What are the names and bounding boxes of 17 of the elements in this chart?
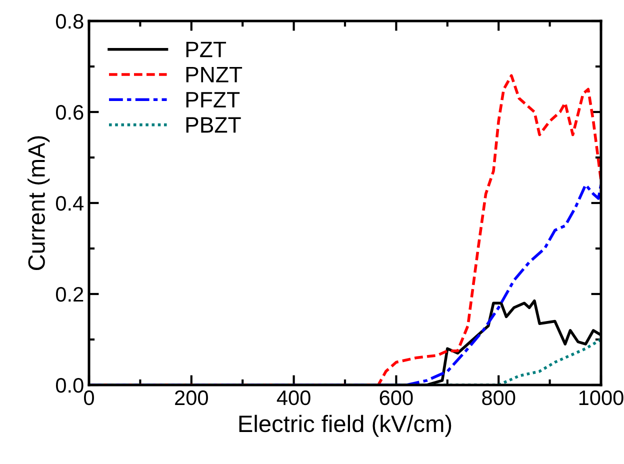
x-tick-label: 800 bbox=[482, 390, 516, 406]
legend-label: PZT bbox=[186, 42, 226, 58]
x-axis-title: Electric field (kV/cm) bbox=[239, 414, 452, 437]
y-tick-label: 0.2 bbox=[56, 287, 84, 302]
y-tick-label: 0.0 bbox=[56, 378, 84, 393]
y-tick-label: 0.4 bbox=[56, 196, 84, 211]
legend-label: PBZT bbox=[186, 117, 241, 133]
x-tick-label: 200 bbox=[175, 390, 208, 406]
y-tick-label: 0.8 bbox=[56, 14, 84, 29]
x-tick-label: 600 bbox=[380, 390, 413, 406]
legend-label: PNZT bbox=[186, 66, 242, 82]
x-tick-label: 0 bbox=[84, 390, 94, 406]
y-tick-label: 0.6 bbox=[56, 105, 84, 120]
x-tick-label: 1000 bbox=[579, 390, 624, 406]
x-tick-label: 400 bbox=[276, 390, 310, 406]
legend-label: PFZT bbox=[186, 92, 240, 108]
y-axis-title: Current (mA) bbox=[28, 136, 50, 270]
